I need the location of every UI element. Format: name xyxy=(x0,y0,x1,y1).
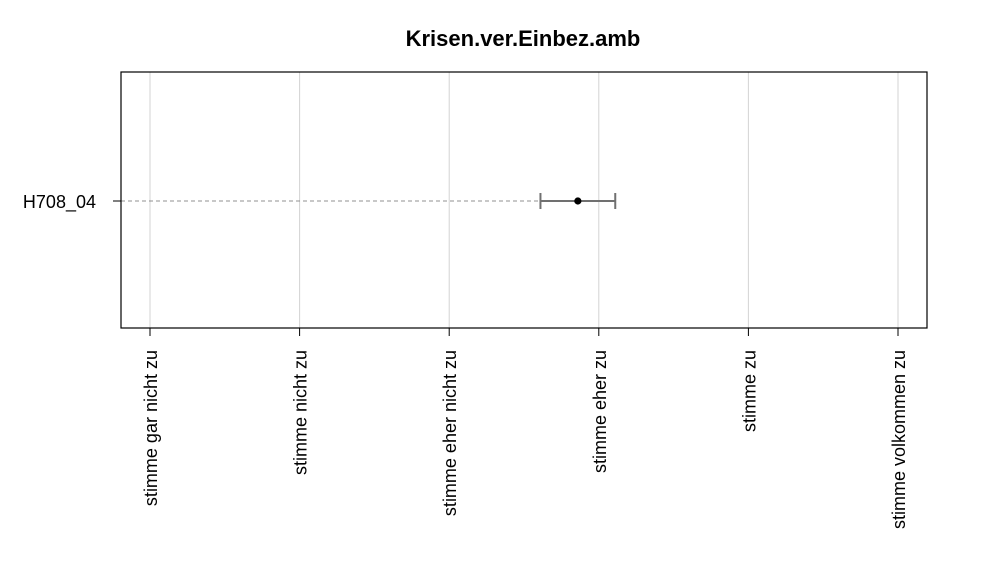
plot-frame xyxy=(120,71,928,329)
grid-lines xyxy=(149,72,899,328)
x-tick-label: stimme volkommen zu xyxy=(889,350,909,529)
x-tick-label: stimme eher nicht zu xyxy=(440,350,460,516)
x-tick-label: stimme eher zu xyxy=(590,350,610,473)
x-tick-label: stimme nicht zu xyxy=(291,350,311,475)
x-tick-label: stimme zu xyxy=(739,350,759,432)
axis-labels: stimme gar nicht zu stimme nicht zu stimme… xyxy=(23,192,909,529)
data-marks xyxy=(121,193,617,209)
chart-title: Krisen.ver.Einbez.amb xyxy=(406,26,641,51)
x-tick-label: stimme gar nicht zu xyxy=(141,350,161,506)
y-category-label: H708_04 xyxy=(23,192,96,213)
mean-point xyxy=(574,197,582,205)
